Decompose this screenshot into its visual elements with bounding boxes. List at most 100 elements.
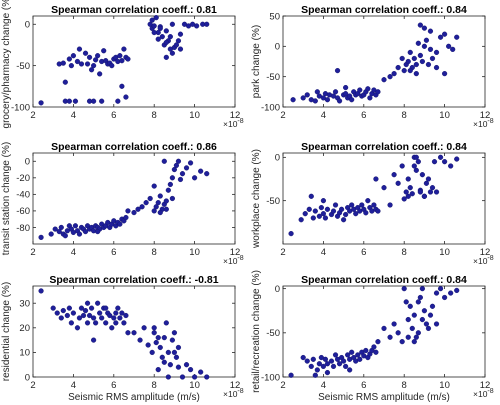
plot-frame bbox=[32, 152, 236, 245]
panel-grocery-pharmacy: Spearman correlation coeff.: 0.81 grocer… bbox=[1, 0, 244, 129]
data-point bbox=[204, 21, 210, 27]
data-point bbox=[117, 221, 123, 227]
data-point bbox=[66, 305, 72, 311]
data-point bbox=[381, 325, 387, 332]
x-axis-multiplier: ×10-8 bbox=[473, 255, 494, 266]
data-point bbox=[343, 211, 349, 218]
x-axis-multiplier: ×10-8 bbox=[223, 118, 244, 129]
data-point bbox=[423, 180, 430, 186]
data-point bbox=[78, 61, 85, 67]
data-point bbox=[58, 224, 64, 231]
data-point bbox=[320, 198, 327, 204]
x-tick-label: 4 bbox=[71, 380, 76, 391]
data-point bbox=[312, 98, 318, 104]
data-point bbox=[300, 95, 306, 101]
data-point bbox=[433, 321, 440, 327]
data-point bbox=[322, 215, 329, 221]
x-tick-label: 6 bbox=[361, 110, 366, 121]
data-point bbox=[198, 168, 204, 174]
data-point bbox=[70, 310, 77, 316]
data-point bbox=[371, 344, 377, 350]
data-point bbox=[78, 305, 85, 311]
data-point bbox=[119, 83, 125, 89]
data-point bbox=[99, 315, 105, 321]
panel-transit-station: Spearman correlation coeff.: 0.86 transi… bbox=[1, 141, 244, 266]
data-point bbox=[330, 363, 337, 369]
data-point bbox=[82, 307, 89, 314]
panel-title: Spearman correlation coeff.: -0.81 bbox=[49, 274, 218, 286]
data-point bbox=[125, 56, 131, 62]
data-point bbox=[159, 354, 165, 360]
data-point bbox=[288, 231, 294, 237]
data-point bbox=[359, 202, 365, 208]
data-point bbox=[155, 335, 161, 341]
x-tick-label: 6 bbox=[111, 247, 116, 258]
data-point bbox=[423, 321, 430, 327]
y-tick-label: 0 bbox=[275, 284, 280, 295]
data-point bbox=[72, 223, 79, 229]
data-point bbox=[308, 193, 314, 199]
data-point bbox=[169, 21, 175, 27]
data-point bbox=[450, 46, 456, 52]
data-point bbox=[88, 305, 95, 311]
data-point bbox=[448, 290, 454, 296]
data-point bbox=[95, 53, 101, 59]
data-point bbox=[163, 54, 169, 60]
data-point bbox=[353, 211, 359, 217]
data-point bbox=[324, 369, 331, 376]
x-tick-label: 6 bbox=[361, 247, 366, 258]
data-point bbox=[373, 349, 379, 355]
data-point bbox=[357, 87, 363, 93]
data-point bbox=[157, 193, 163, 199]
data-point bbox=[194, 23, 200, 29]
x-tick-label: 2 bbox=[30, 380, 35, 391]
data-point bbox=[76, 46, 83, 52]
panel-residential: Spearman correlation coeff.: -0.81 resid… bbox=[1, 274, 244, 403]
data-point bbox=[143, 200, 149, 206]
data-point bbox=[121, 320, 127, 326]
data-point bbox=[324, 97, 331, 103]
data-point bbox=[169, 195, 175, 202]
data-point bbox=[324, 206, 331, 212]
data-point bbox=[387, 74, 393, 80]
data-point bbox=[419, 316, 425, 323]
data-point bbox=[151, 330, 157, 336]
data-point bbox=[405, 334, 411, 340]
data-point bbox=[298, 217, 304, 223]
data-point bbox=[401, 196, 407, 202]
x-axis-multiplier: ×10-8 bbox=[223, 255, 244, 266]
panel-workplace: Spearman correlation coeff.: 0.84 workpl… bbox=[251, 141, 494, 266]
data-point bbox=[288, 372, 294, 378]
y-tick-label: -20 bbox=[16, 173, 30, 184]
data-point bbox=[95, 228, 101, 235]
x-axis-label: Seismic RMS amplitude (m/s) bbox=[68, 392, 200, 403]
data-point bbox=[95, 300, 101, 306]
data-point bbox=[417, 22, 423, 28]
data-point bbox=[433, 290, 440, 296]
x-tick-label: 4 bbox=[71, 110, 76, 121]
data-point bbox=[415, 159, 421, 165]
x-tick-label: 2 bbox=[280, 110, 285, 121]
data-point bbox=[375, 89, 381, 95]
data-point bbox=[60, 60, 66, 66]
data-point bbox=[161, 335, 167, 341]
y-tick-label: 50 bbox=[269, 11, 280, 22]
data-point bbox=[290, 97, 296, 103]
y-tick-label: -50 bbox=[16, 61, 30, 72]
data-point bbox=[187, 160, 194, 166]
data-point bbox=[405, 193, 411, 199]
data-point bbox=[417, 52, 423, 59]
data-point bbox=[86, 312, 93, 319]
data-point bbox=[395, 330, 401, 336]
data-point bbox=[157, 344, 163, 351]
data-point bbox=[442, 294, 448, 301]
data-point bbox=[149, 349, 155, 356]
plot-frame bbox=[282, 152, 486, 245]
data-point bbox=[316, 213, 322, 219]
data-point bbox=[169, 50, 175, 56]
data-point bbox=[70, 53, 77, 59]
data-point bbox=[419, 172, 425, 178]
data-point bbox=[204, 374, 210, 380]
data-point bbox=[399, 55, 405, 62]
data-point bbox=[175, 38, 182, 44]
